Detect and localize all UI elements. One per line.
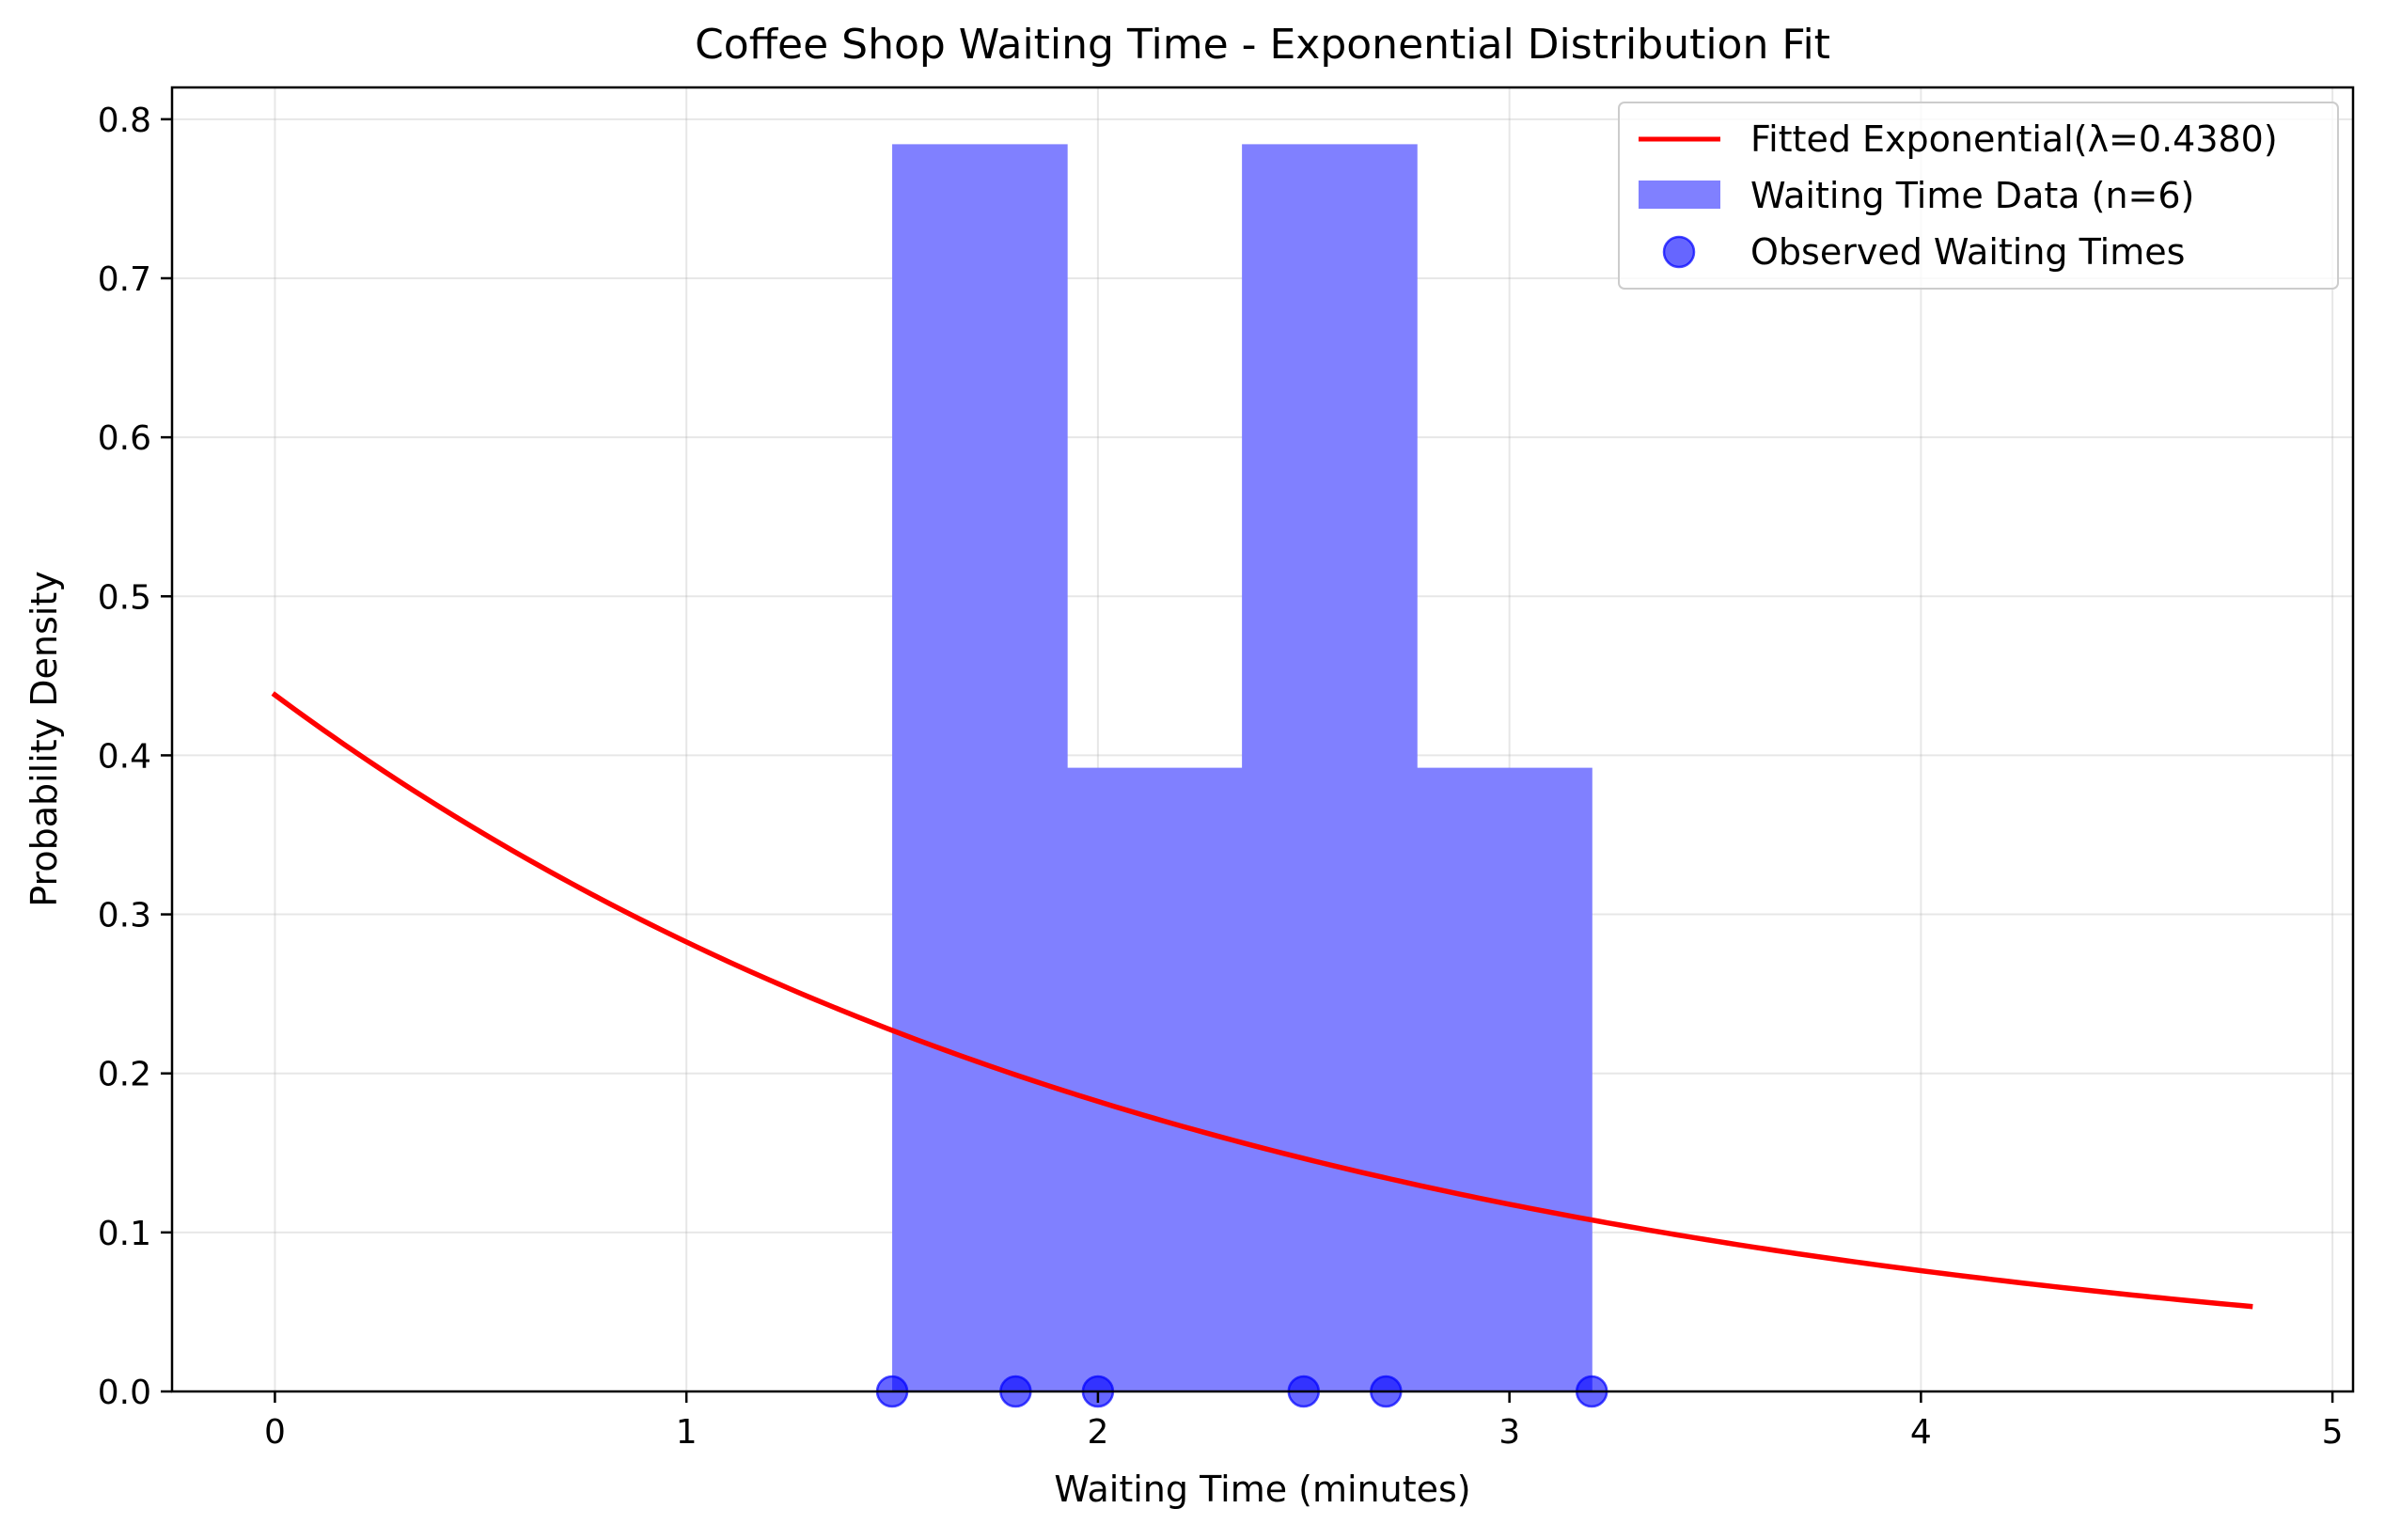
legend-histogram-label: Waiting Time Data (n=6): [1750, 175, 2194, 216]
histogram-bar-1: [1067, 767, 1243, 1391]
y-tick-label: 0.5: [98, 578, 151, 617]
y-tick-label: 0.8: [98, 102, 151, 140]
y-axis-ticks: 0.0 0.1 0.2 0.3 0.4 0.5 0.6 0.7 0.8: [98, 102, 172, 1412]
y-axis-label: Probability Density: [24, 571, 65, 906]
y-tick-label: 0.1: [98, 1215, 151, 1253]
histogram-bar-2: [1242, 144, 1418, 1391]
plot-frame: [170, 86, 2355, 1393]
x-tick-label: 0: [264, 1413, 286, 1452]
fitted-exponential-line: [271, 691, 2253, 1310]
y-tick-label: 0.7: [98, 260, 151, 299]
y-tick-label: 0.0: [98, 1374, 151, 1412]
legend-points-label: Observed Waiting Times: [1750, 231, 2185, 273]
legend-points-swatch: [1662, 235, 1696, 269]
x-tick-label: 2: [1087, 1413, 1108, 1452]
y-tick-label: 0.2: [98, 1056, 151, 1094]
y-tick-label: 0.6: [98, 419, 151, 458]
y-tick-label: 0.4: [98, 737, 151, 776]
chart-title: Coffee Shop Waiting Time - Exponential D…: [695, 21, 1830, 69]
x-axis-label: Waiting Time (minutes): [1054, 1469, 1470, 1510]
x-tick-label: 4: [1910, 1413, 1932, 1452]
histogram-bars: [892, 144, 1593, 1391]
histogram-bar-0: [892, 144, 1068, 1391]
legend-histogram-swatch: [1639, 181, 1720, 209]
histogram-bar-3: [1417, 767, 1593, 1391]
legend-frame: [1618, 102, 2339, 290]
legend-curve-label: Fitted Exponential(λ=0.4380): [1750, 118, 2278, 160]
x-tick-label: 3: [1498, 1413, 1520, 1452]
fitted-curve: [271, 691, 2253, 1310]
y-tick-label: 0.3: [98, 897, 151, 935]
x-axis-ticks: 0 1 2 3 4 5: [264, 1391, 2344, 1452]
x-tick-label: 5: [2322, 1413, 2344, 1452]
x-tick-label: 1: [676, 1413, 698, 1452]
legend: Fitted Exponential(λ=0.4380) Waiting Tim…: [1618, 102, 2339, 290]
